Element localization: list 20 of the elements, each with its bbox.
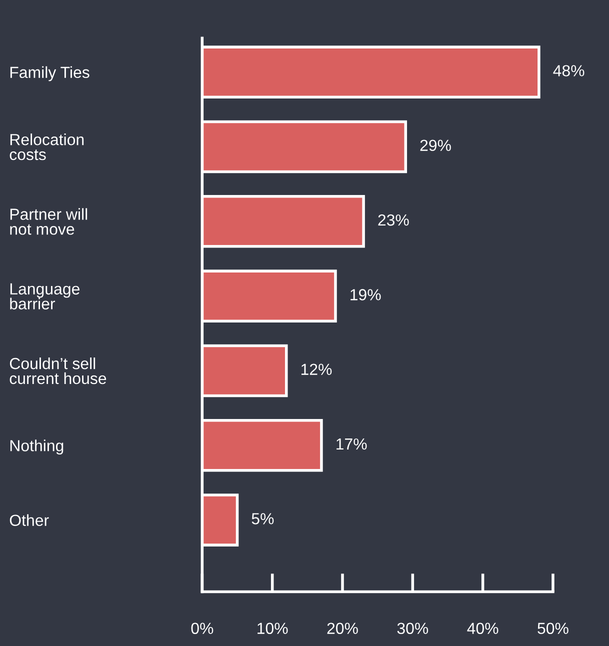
y-tick-label: Nothing	[10, 440, 64, 454]
x-tick-label: 10%	[258, 622, 288, 634]
y-tick-label: Couldn’t sell current house	[10, 358, 106, 384]
y-tick-label: Family Ties	[10, 66, 90, 82]
y-tick-label: Partner will not move	[10, 208, 88, 235]
data-label: 23%	[378, 214, 409, 226]
data-label: 19%	[350, 289, 381, 300]
data-label: 48%	[553, 65, 584, 76]
data-label: 5%	[252, 513, 274, 524]
x-tick-label: 0%	[191, 622, 214, 634]
y-tick-label: Language barrier	[10, 283, 80, 310]
x-tick-label: 20%	[327, 622, 358, 634]
y-tick-label: Other	[10, 514, 49, 526]
x-tick-label: 40%	[467, 622, 498, 634]
y-tick-label: Relocation costs	[10, 134, 84, 160]
data-label: 12%	[301, 364, 332, 375]
x-tick-label: 30%	[397, 622, 428, 634]
data-label: 29%	[420, 140, 451, 152]
x-tick-label: 50%	[538, 622, 568, 634]
data-label: 17%	[336, 438, 367, 450]
